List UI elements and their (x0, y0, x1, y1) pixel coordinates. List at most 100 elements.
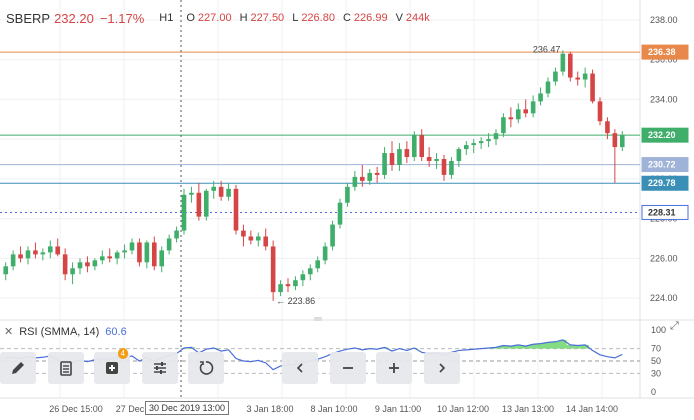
candle-body (218, 186, 224, 197)
candle-body (70, 268, 75, 275)
candle-body (270, 246, 276, 293)
candle-body (263, 236, 269, 247)
candle-body (159, 250, 165, 267)
zoom-out-button[interactable] (330, 352, 366, 384)
candle-body (10, 254, 16, 267)
add-indicator-button[interactable]: 4 (94, 348, 130, 384)
rsi-value: 60.6 (105, 325, 127, 338)
candle-body (55, 246, 61, 255)
zoom-in-icon (389, 363, 399, 373)
candle-body (278, 284, 283, 293)
price-tick: 224.00 (650, 293, 678, 303)
candle-body (226, 188, 231, 197)
rsi-overbought-fill (180, 339, 589, 349)
rsi-legend: ✕ RSI (SMMA, 14) 60.6 (4, 325, 127, 339)
candle-body (419, 135, 425, 158)
time-tick: 26 Dec 15:00 (49, 404, 103, 414)
candle-body (77, 262, 83, 269)
candle-body (619, 135, 625, 148)
candle-body (367, 172, 373, 181)
candle-body (493, 133, 499, 140)
candle-body (426, 157, 432, 161)
timeframe-selector[interactable]: H1 (159, 12, 174, 24)
candle-body (122, 250, 127, 253)
candle-body (463, 145, 469, 150)
candle-body (129, 242, 135, 251)
candle-body (397, 149, 402, 165)
reset-chart-button[interactable] (188, 352, 224, 384)
price-marker-label: 229.78 (648, 178, 676, 188)
time-tick: 8 Jan 10:00 (310, 404, 358, 414)
candle-body (47, 246, 53, 253)
scroll-right-button[interactable] (424, 352, 460, 384)
rsi-tick: 70 (651, 344, 661, 354)
time-tick: 9 Jan 11:00 (374, 404, 422, 414)
candle-body (352, 176, 358, 187)
candle-body (597, 101, 603, 122)
price-tick: 226.00 (650, 253, 678, 263)
orders-list-button[interactable] (48, 352, 84, 384)
time-tick: 3 Jan 18:00 (246, 404, 294, 414)
candle-body (545, 81, 551, 94)
candle-body (85, 262, 90, 267)
price-change: −1.17% (99, 10, 145, 26)
candle-body (92, 260, 98, 267)
candle-body (434, 159, 439, 161)
candle-body (486, 139, 491, 142)
zoom-in-button[interactable] (376, 352, 412, 384)
time-tick: 14 Jan 14:00 (565, 404, 619, 414)
rsi-title[interactable]: RSI (SMMA, 14) (19, 325, 100, 338)
candle-body (330, 224, 335, 247)
time-tick: 27 Dec (115, 404, 145, 414)
price-tick: 238.00 (650, 15, 678, 25)
draw-pencil-button[interactable] (0, 352, 36, 384)
candle-body (449, 160, 454, 175)
symbol-label[interactable]: SBERP (6, 10, 51, 26)
time-cursor-label: 30 Dec 2019 13:00 (145, 401, 230, 415)
close-icon[interactable]: ✕ (4, 326, 14, 338)
ohlc-low: L 226.80 (292, 12, 335, 24)
candle-body (293, 280, 298, 287)
candle-body (567, 53, 573, 78)
ohlc-close: C 226.99 (342, 12, 388, 24)
candle-body (515, 109, 521, 120)
candle-body (612, 133, 618, 148)
scroll-left-icon (296, 363, 303, 373)
reset-rotate-icon (199, 361, 214, 375)
candle-body (501, 117, 506, 134)
candle-body (144, 242, 150, 263)
price-marker-level_b (641, 175, 689, 191)
candle-body (137, 242, 142, 263)
candle-body (40, 252, 46, 255)
time-tick: 10 Jan 12:00 (436, 404, 490, 414)
candle-body (605, 121, 610, 134)
zoom-out-icon (343, 367, 353, 369)
candle-body (33, 250, 38, 255)
price-marker-label: 228.31 (648, 207, 676, 217)
price-tick: 236.00 (650, 55, 678, 65)
candle-body (337, 202, 343, 225)
candle-body (241, 230, 246, 237)
candle-body (196, 192, 202, 217)
scroll-left-button[interactable] (282, 352, 318, 384)
pane-resize-handle[interactable] (314, 317, 322, 321)
scroll-right-icon (439, 363, 446, 373)
settings-sliders-button[interactable] (142, 352, 178, 384)
candle-body (166, 238, 172, 251)
candle-body (508, 117, 514, 120)
low-annotation: ← 223.86 (276, 296, 315, 306)
draw-pencil-icon (12, 362, 24, 374)
candle-body (322, 246, 328, 261)
candle-body (523, 109, 529, 114)
candle-body (530, 101, 536, 114)
candle-body (307, 268, 313, 275)
candle-body (374, 172, 380, 175)
expand-icon[interactable]: ⤢ (670, 320, 679, 332)
candle-body (538, 93, 543, 102)
candle-body (441, 159, 447, 175)
settings-sliders-icon (154, 362, 166, 374)
candle-body (389, 153, 395, 165)
candle-body (255, 236, 261, 241)
candle-body (107, 256, 113, 259)
